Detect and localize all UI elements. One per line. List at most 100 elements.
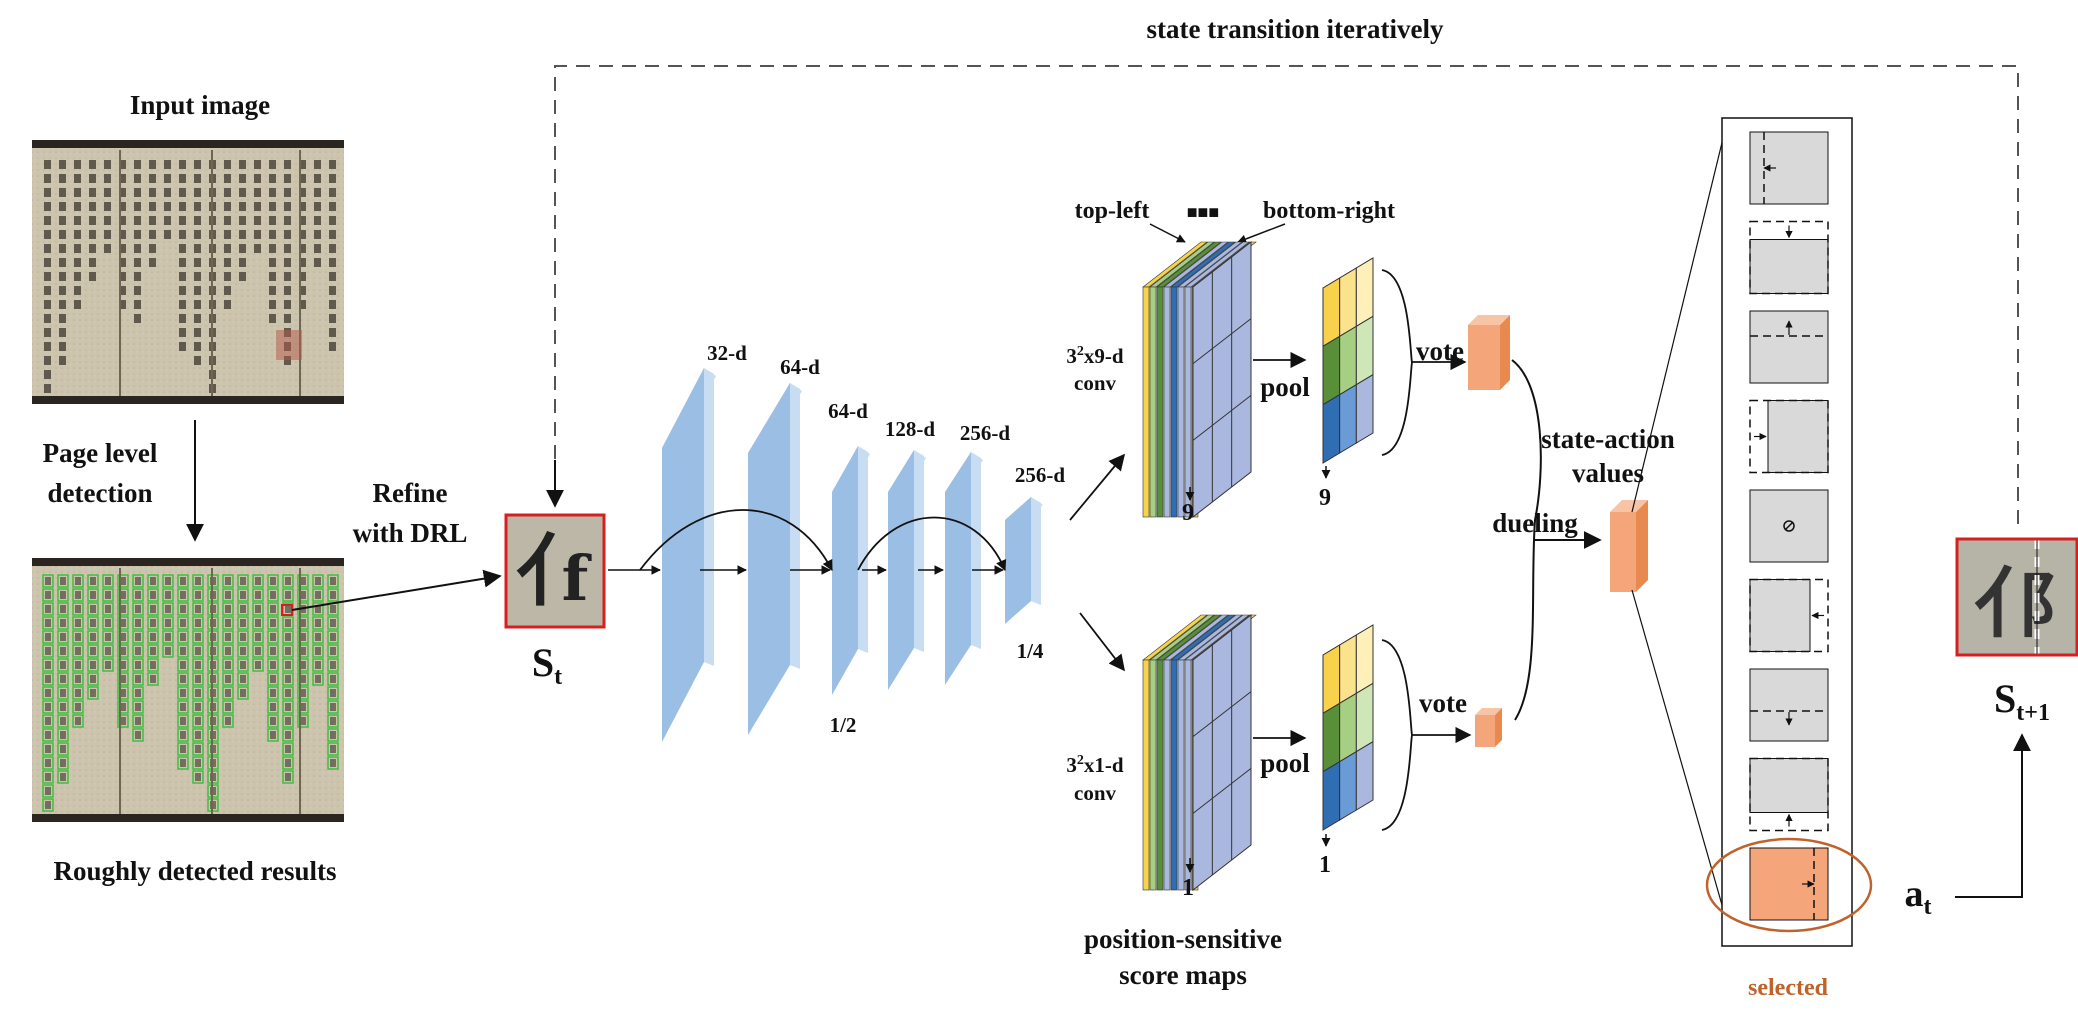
glyph-mark bbox=[269, 188, 276, 197]
detection-box bbox=[147, 672, 159, 686]
detection-box bbox=[192, 658, 204, 672]
glyph-mark bbox=[225, 633, 231, 641]
detection-box bbox=[42, 728, 54, 742]
glyph-mark bbox=[299, 188, 306, 197]
detection-box bbox=[117, 602, 129, 616]
detection-box bbox=[297, 630, 309, 644]
glyph-mark bbox=[74, 188, 81, 197]
glyph-mark bbox=[44, 356, 51, 365]
glyph-mark bbox=[45, 703, 51, 711]
glyph-mark bbox=[225, 689, 231, 697]
glyph-mark bbox=[239, 188, 246, 197]
glyph-mark bbox=[179, 216, 186, 225]
glyph-mark bbox=[270, 731, 276, 739]
glyph-mark bbox=[149, 160, 156, 169]
box-top bbox=[1475, 708, 1502, 715]
glyph-mark bbox=[135, 703, 141, 711]
glyph-mark bbox=[180, 717, 186, 725]
glyph-mark bbox=[195, 647, 201, 655]
conv-layer-4: 128-d bbox=[885, 417, 935, 690]
detection-box bbox=[297, 714, 309, 728]
glyph-mark bbox=[254, 202, 261, 211]
glyph-mark bbox=[194, 258, 201, 267]
detection-box bbox=[117, 714, 129, 728]
detection-box bbox=[162, 602, 174, 616]
detection-box bbox=[87, 672, 99, 686]
pool-count-label: 9 bbox=[1319, 485, 1331, 511]
glyph-mark bbox=[180, 731, 186, 739]
glyph-mark bbox=[299, 202, 306, 211]
glyph-mark bbox=[105, 591, 111, 599]
detection-box bbox=[87, 574, 99, 588]
glyph-mark bbox=[330, 577, 336, 585]
detection-box bbox=[222, 658, 234, 672]
layer-side bbox=[704, 368, 714, 666]
score-slice bbox=[1142, 659, 1150, 891]
glyph-mark bbox=[45, 689, 51, 697]
glyph-mark bbox=[195, 759, 201, 767]
glyph-mark bbox=[89, 174, 96, 183]
glyph-mark bbox=[284, 202, 291, 211]
score-front bbox=[1192, 613, 1252, 892]
glyph-mark bbox=[134, 258, 141, 267]
detection-box bbox=[237, 686, 249, 700]
detection-box bbox=[177, 742, 189, 756]
glyph-mark bbox=[270, 661, 276, 669]
glyph-mark bbox=[149, 188, 156, 197]
bottom-right-label: bottom-right bbox=[1263, 198, 1395, 224]
layer-side bbox=[971, 452, 981, 649]
glyph-mark bbox=[105, 577, 111, 585]
detection-box bbox=[42, 686, 54, 700]
glyph-mark bbox=[45, 619, 51, 627]
glyph-mark bbox=[194, 174, 201, 183]
glyph-mark bbox=[329, 286, 336, 295]
glyph-mark bbox=[179, 188, 186, 197]
state-transition-label: state transition iteratively bbox=[1147, 14, 1444, 44]
glyph-mark bbox=[44, 174, 51, 183]
score-slice bbox=[1163, 659, 1171, 891]
glyph-mark bbox=[314, 174, 321, 183]
glyph-mark bbox=[269, 216, 276, 225]
glyph-mark bbox=[300, 675, 306, 683]
conv-layer-6: 256-d bbox=[1005, 463, 1065, 624]
glyph-mark bbox=[179, 258, 186, 267]
detection-box bbox=[252, 602, 264, 616]
glyph-mark bbox=[134, 174, 141, 183]
glyph-mark bbox=[59, 230, 66, 239]
glyph-mark bbox=[45, 661, 51, 669]
action-top-expand bbox=[1749, 668, 1829, 742]
glyph-mark bbox=[269, 244, 276, 253]
pool-cell bbox=[1355, 624, 1374, 695]
detection-box bbox=[267, 616, 279, 630]
detection-box bbox=[177, 644, 189, 658]
detection-box bbox=[117, 630, 129, 644]
glyph-mark bbox=[119, 244, 126, 253]
glyph-mark bbox=[104, 244, 111, 253]
glyph-mark bbox=[195, 577, 201, 585]
detection-box bbox=[42, 700, 54, 714]
grid-line bbox=[1192, 394, 1252, 441]
glyph-mark bbox=[285, 633, 291, 641]
glyph-mark bbox=[179, 244, 186, 253]
glyph-mark bbox=[269, 300, 276, 309]
glyph-mark bbox=[285, 619, 291, 627]
glyph-mark bbox=[45, 633, 51, 641]
glyph-mark bbox=[165, 647, 171, 655]
brace bbox=[1381, 639, 1413, 831]
detection-box bbox=[147, 644, 159, 658]
glyph-mark bbox=[59, 286, 66, 295]
glyph-mark bbox=[74, 216, 81, 225]
glyph-mark bbox=[255, 633, 261, 641]
detection-box bbox=[117, 644, 129, 658]
detection-box bbox=[42, 644, 54, 658]
glyph-mark bbox=[285, 717, 291, 725]
glyph-mark bbox=[44, 230, 51, 239]
layer-front bbox=[945, 452, 971, 685]
glyph-mark bbox=[74, 174, 81, 183]
glyph-mark bbox=[300, 633, 306, 641]
glyph-mark bbox=[255, 619, 261, 627]
glyph-mark bbox=[74, 230, 81, 239]
glyph-mark bbox=[270, 577, 276, 585]
detection-box bbox=[327, 756, 339, 770]
glyph-mark bbox=[150, 647, 156, 655]
